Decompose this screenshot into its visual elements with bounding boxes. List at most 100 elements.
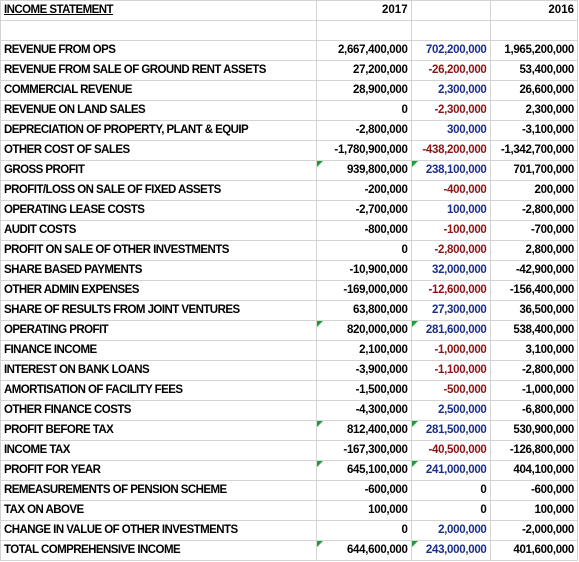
value-2016-cell[interactable]: 701,700,000	[489, 160, 579, 181]
value-2016-cell[interactable]: 530,900,000	[489, 420, 579, 441]
row-label-cell[interactable]: REVENUE FROM SALE OF GROUND RENT ASSETS	[0, 60, 317, 81]
row-label-cell[interactable]: REVENUE FROM OPS	[0, 40, 317, 61]
value-2016-cell[interactable]: -42,900,000	[489, 260, 579, 281]
delta-value-cell[interactable]: -2,300,000	[410, 100, 491, 121]
row-label-cell[interactable]: AUDIT COSTS	[0, 220, 317, 241]
delta-value-cell[interactable]: 281,600,000	[410, 320, 491, 341]
value-2017-cell[interactable]: 2,667,400,000	[315, 40, 412, 61]
row-label-cell[interactable]: OTHER FINANCE COSTS	[0, 400, 317, 421]
delta-value-cell[interactable]: -500,000	[410, 380, 491, 401]
blank-cell[interactable]	[315, 20, 412, 41]
value-2016-cell[interactable]: 53,400,000	[489, 60, 579, 81]
value-2016-cell[interactable]: 3,100,000	[489, 340, 579, 361]
value-2017-cell[interactable]: -1,780,900,000	[315, 140, 412, 161]
value-2016-cell[interactable]: -700,000	[489, 220, 579, 241]
value-2017-cell[interactable]: 939,800,000	[315, 160, 412, 181]
delta-value-cell[interactable]: 2,000,000	[410, 520, 491, 541]
delta-value-cell[interactable]: 100,000	[410, 200, 491, 221]
delta-value-cell[interactable]: 300,000	[410, 120, 491, 141]
delta-value-cell[interactable]: 241,000,000	[410, 460, 491, 481]
row-label-cell[interactable]: INCOME TAX	[0, 440, 317, 461]
row-label-cell[interactable]: REVENUE ON LAND SALES	[0, 100, 317, 121]
value-2016-cell[interactable]: 2,800,000	[489, 240, 579, 261]
row-label-cell[interactable]: CHANGE IN VALUE OF OTHER INVESTMENTS	[0, 520, 317, 541]
value-2016-cell[interactable]: -2,800,000	[489, 360, 579, 381]
value-2017-cell[interactable]: -2,700,000	[315, 200, 412, 221]
value-2017-cell[interactable]: 27,200,000	[315, 60, 412, 81]
delta-value-cell[interactable]: 27,300,000	[410, 300, 491, 321]
row-label-cell[interactable]: FINANCE INCOME	[0, 340, 317, 361]
value-2016-cell[interactable]: -600,000	[489, 480, 579, 501]
delta-value-cell[interactable]: -400,000	[410, 180, 491, 201]
delta-header-cell[interactable]	[410, 0, 491, 21]
row-label-cell[interactable]: DEPRECIATION OF PROPERTY, PLANT & EQUIP	[0, 120, 317, 141]
row-label-cell[interactable]: AMORTISATION OF FACILITY FEES	[0, 380, 317, 401]
delta-value-cell[interactable]: -1,000,000	[410, 340, 491, 361]
value-2016-cell[interactable]: 36,500,000	[489, 300, 579, 321]
delta-value-cell[interactable]: 2,500,000	[410, 400, 491, 421]
row-label-cell[interactable]: PROFIT FOR YEAR	[0, 460, 317, 481]
row-label-cell[interactable]: SHARE OF RESULTS FROM JOINT VENTURES	[0, 300, 317, 321]
value-2017-cell[interactable]: -169,000,000	[315, 280, 412, 301]
value-2017-cell[interactable]: -200,000	[315, 180, 412, 201]
row-label-cell[interactable]: OTHER ADMIN EXPENSES	[0, 280, 317, 301]
value-2016-cell[interactable]: 1,965,200,000	[489, 40, 579, 61]
row-label-cell[interactable]: PROFIT ON SALE OF OTHER INVESTMENTS	[0, 240, 317, 261]
value-2016-cell[interactable]: -2,800,000	[489, 200, 579, 221]
value-2017-cell[interactable]: -10,900,000	[315, 260, 412, 281]
row-label-cell[interactable]: PROFIT/LOSS ON SALE OF FIXED ASSETS	[0, 180, 317, 201]
value-2016-cell[interactable]: -156,400,000	[489, 280, 579, 301]
row-label-cell[interactable]: PROFIT BEFORE TAX	[0, 420, 317, 441]
value-2016-cell[interactable]: 100,000	[489, 500, 579, 521]
delta-value-cell[interactable]: 702,200,000	[410, 40, 491, 61]
row-label-cell[interactable]: SHARE BASED PAYMENTS	[0, 260, 317, 281]
delta-value-cell[interactable]: 243,000,000	[410, 540, 491, 561]
value-2017-cell[interactable]: 100,000	[315, 500, 412, 521]
value-2016-cell[interactable]: -1,000,000	[489, 380, 579, 401]
delta-value-cell[interactable]: -26,200,000	[410, 60, 491, 81]
value-2017-cell[interactable]: -167,300,000	[315, 440, 412, 461]
value-2016-cell[interactable]: -3,100,000	[489, 120, 579, 141]
value-2017-cell[interactable]: 63,800,000	[315, 300, 412, 321]
delta-value-cell[interactable]: -1,100,000	[410, 360, 491, 381]
delta-value-cell[interactable]: 281,500,000	[410, 420, 491, 441]
row-label-cell[interactable]: OPERATING LEASE COSTS	[0, 200, 317, 221]
delta-value-cell[interactable]: 0	[410, 480, 491, 501]
row-label-cell[interactable]: REMEASUREMENTS OF PENSION SCHEME	[0, 480, 317, 501]
value-2016-cell[interactable]: 404,100,000	[489, 460, 579, 481]
value-2017-cell[interactable]: 28,900,000	[315, 80, 412, 101]
value-2016-cell[interactable]: 26,600,000	[489, 80, 579, 101]
row-label-cell[interactable]: TOTAL COMPREHENSIVE INCOME	[0, 540, 317, 561]
value-2017-cell[interactable]: -800,000	[315, 220, 412, 241]
value-2016-cell[interactable]: 538,400,000	[489, 320, 579, 341]
value-2017-cell[interactable]: 812,400,000	[315, 420, 412, 441]
row-label-cell[interactable]: GROSS PROFIT	[0, 160, 317, 181]
value-2016-cell[interactable]: -126,800,000	[489, 440, 579, 461]
value-2017-cell[interactable]: -3,900,000	[315, 360, 412, 381]
row-label-cell[interactable]: OTHER COST OF SALES	[0, 140, 317, 161]
value-2016-cell[interactable]: -2,000,000	[489, 520, 579, 541]
value-2017-cell[interactable]: -4,300,000	[315, 400, 412, 421]
blank-cell[interactable]	[0, 20, 317, 41]
value-2016-cell[interactable]: -1,342,700,000	[489, 140, 579, 161]
row-label-cell[interactable]: COMMERCIAL REVENUE	[0, 80, 317, 101]
sheet-title-cell[interactable]: INCOME STATEMENT	[0, 0, 317, 21]
value-2016-cell[interactable]: -6,800,000	[489, 400, 579, 421]
delta-value-cell[interactable]: -100,000	[410, 220, 491, 241]
delta-value-cell[interactable]: -438,200,000	[410, 140, 491, 161]
delta-value-cell[interactable]: 238,100,000	[410, 160, 491, 181]
value-2016-cell[interactable]: 2,300,000	[489, 100, 579, 121]
value-2017-cell[interactable]: 644,600,000	[315, 540, 412, 561]
blank-cell[interactable]	[489, 20, 579, 41]
delta-value-cell[interactable]: 2,300,000	[410, 80, 491, 101]
delta-value-cell[interactable]: -40,500,000	[410, 440, 491, 461]
value-2017-cell[interactable]: -600,000	[315, 480, 412, 501]
value-2017-cell[interactable]: -1,500,000	[315, 380, 412, 401]
value-2017-cell[interactable]: 0	[315, 240, 412, 261]
delta-value-cell[interactable]: -12,600,000	[410, 280, 491, 301]
value-2016-cell[interactable]: 200,000	[489, 180, 579, 201]
delta-value-cell[interactable]: -2,800,000	[410, 240, 491, 261]
value-2017-cell[interactable]: 820,000,000	[315, 320, 412, 341]
blank-cell[interactable]	[410, 20, 491, 41]
value-2017-cell[interactable]: 645,100,000	[315, 460, 412, 481]
